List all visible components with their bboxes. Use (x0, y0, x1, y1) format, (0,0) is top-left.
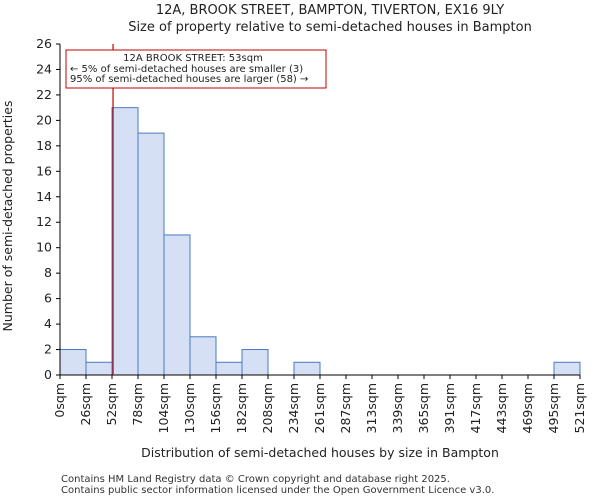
footer-attribution-1: Contains HM Land Registry data © Crown c… (61, 474, 450, 485)
x-tick-label: 130sqm (182, 383, 197, 433)
y-tick-label: 4 (44, 316, 52, 331)
x-tick-label: 104sqm (156, 383, 171, 433)
x-tick-label: 521sqm (572, 383, 587, 433)
x-tick-label: 156sqm (208, 383, 223, 433)
y-tick-label: 2 (44, 342, 52, 357)
bar-78sqm (137, 132, 165, 376)
histogram-chart: 12A, BROOK STREET, BAMPTON, TIVERTON, EX… (0, 3, 587, 460)
y-tick-label: 14 (36, 189, 52, 204)
bar-26sqm (85, 361, 113, 376)
y-tick-label: 20 (36, 112, 52, 127)
annotation-line-2: ← 5% of semi-detached houses are smaller… (70, 64, 303, 75)
x-tick-label: 495sqm (546, 383, 561, 433)
bar-156sqm (215, 361, 243, 376)
y-tick-label: 16 (36, 163, 52, 178)
y-tick-label: 18 (36, 138, 52, 153)
x-tick-label: 208sqm (260, 383, 275, 433)
bar-0sqm (59, 349, 87, 376)
x-tick-label: 52sqm (104, 383, 119, 426)
x-tick-label: 339sqm (390, 383, 405, 433)
x-axis-label: Distribution of semi-detached houses by … (141, 445, 499, 460)
annotation-line-3: 95% of semi-detached houses are larger (… (70, 74, 308, 85)
x-tick-label: 365sqm (416, 383, 431, 433)
y-tick-label: 26 (36, 36, 52, 51)
y-tick-label: 0 (44, 367, 52, 382)
bar-182sqm (241, 349, 269, 376)
x-tick-label: 469sqm (520, 383, 535, 433)
x-tick-label: 313sqm (364, 383, 379, 433)
x-tick-label: 234sqm (286, 383, 301, 433)
x-tick-label: 78sqm (130, 383, 145, 426)
y-tick-label: 24 (36, 61, 52, 76)
x-tick-label: 443sqm (494, 383, 509, 433)
chart-title: 12A, BROOK STREET, BAMPTON, TIVERTON, EX… (156, 3, 504, 18)
bar-130sqm (189, 336, 217, 376)
chart-subtitle: Size of property relative to semi-detach… (128, 20, 532, 35)
bar-495sqm (553, 361, 581, 376)
bar-234sqm (293, 361, 321, 376)
x-tick-label: 391sqm (442, 383, 457, 433)
y-tick-label: 8 (44, 265, 52, 280)
x-tick-label: 417sqm (468, 383, 483, 433)
y-tick-label: 10 (36, 240, 52, 255)
x-tick-label: 261sqm (312, 383, 327, 433)
y-tick-label: 6 (44, 291, 52, 306)
x-tick-label: 182sqm (234, 383, 249, 433)
bar-52sqm (111, 107, 139, 376)
y-axis-label: Number of semi-detached properties (0, 101, 15, 332)
x-tick-label: 26sqm (78, 383, 93, 426)
y-tick-label: 22 (36, 87, 52, 102)
x-tick-label: 287sqm (338, 383, 353, 433)
y-tick-label: 12 (36, 214, 52, 229)
annotation-box (65, 49, 327, 89)
annotation-line-1: 12A BROOK STREET: 53sqm (123, 53, 263, 64)
footer-attribution-2: Contains public sector information licen… (61, 485, 495, 496)
x-tick-label: 0sqm (52, 383, 67, 418)
bar-104sqm (163, 234, 191, 376)
